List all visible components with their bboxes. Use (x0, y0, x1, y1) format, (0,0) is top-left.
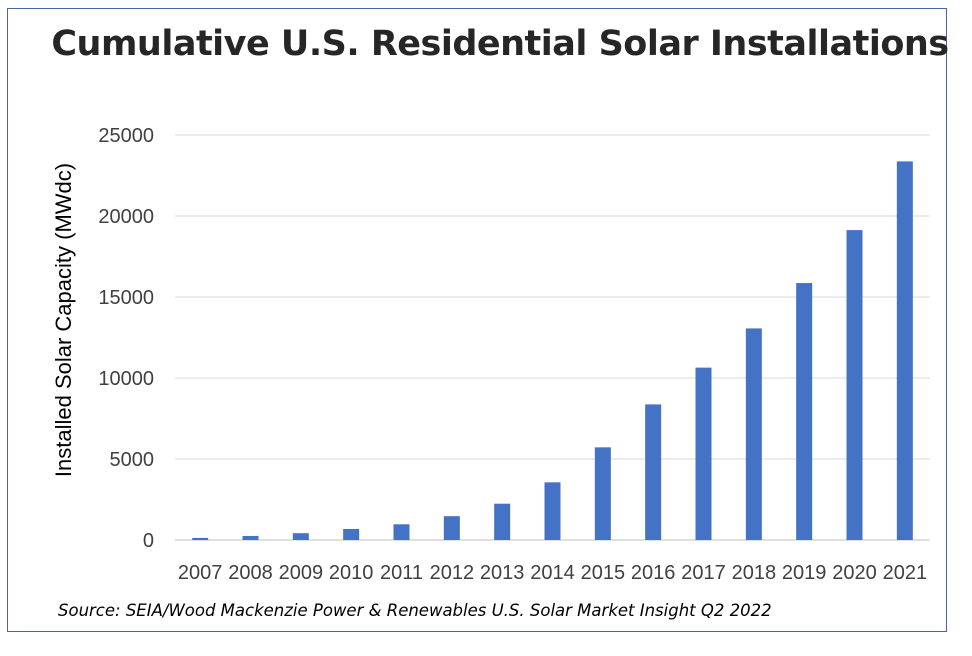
x-tick-label: 2008 (228, 562, 273, 584)
bar-2013 (494, 503, 511, 540)
x-tick-label: 2020 (832, 562, 877, 584)
gridlines (175, 134, 930, 541)
bar-2021 (896, 161, 913, 540)
x-tick-label: 2007 (178, 562, 223, 584)
x-tick-label: 2018 (732, 562, 777, 584)
bar-2009 (292, 533, 309, 540)
bar-2015 (594, 447, 611, 540)
bar-2014 (544, 482, 561, 540)
y-tick-labels: 0 5000 10000 15000 20000 25000 (98, 125, 154, 552)
x-tick-label: 2011 (380, 562, 423, 584)
y-tick-label: 20000 (98, 206, 154, 228)
bar-2011 (393, 524, 410, 540)
y-tick-label: 0 (143, 530, 154, 552)
x-tick-label: 2013 (480, 562, 525, 584)
x-tick-label: 2021 (883, 562, 928, 584)
x-tick-label: 2012 (430, 562, 475, 584)
bar-2010 (343, 528, 360, 540)
y-tick-label: 15000 (98, 287, 154, 309)
y-tick-label: 5000 (110, 449, 155, 471)
bar-2018 (745, 328, 762, 540)
chart-frame (7, 8, 947, 632)
bar-2016 (645, 404, 662, 540)
y-tick-label: 25000 (98, 125, 154, 147)
source-note: Source: SEIA/Wood Mackenzie Power & Rene… (58, 601, 772, 620)
bars (192, 161, 913, 540)
x-tick-labels: 2007 2008 2009 2010 2011 2012 2013 2014 2015 2016… (178, 562, 927, 584)
x-tick-label: 2016 (631, 562, 676, 584)
bar-2020 (846, 230, 863, 540)
x-tick-label: 2010 (329, 562, 374, 584)
bar-2017 (695, 367, 712, 540)
chart-title: Cumulative U.S. Residential Solar Instal… (51, 24, 949, 64)
x-tick-label: 2017 (681, 562, 726, 584)
bar-2019 (796, 283, 813, 540)
x-tick-label: 2009 (279, 562, 324, 584)
bar-2007 (192, 537, 209, 540)
x-tick-label: 2019 (782, 562, 827, 584)
x-tick-label: 2015 (581, 562, 626, 584)
y-tick-label: 10000 (98, 368, 154, 390)
bar-2008 (242, 535, 259, 540)
bar-2012 (443, 516, 460, 540)
x-tick-label: 2014 (530, 562, 575, 584)
